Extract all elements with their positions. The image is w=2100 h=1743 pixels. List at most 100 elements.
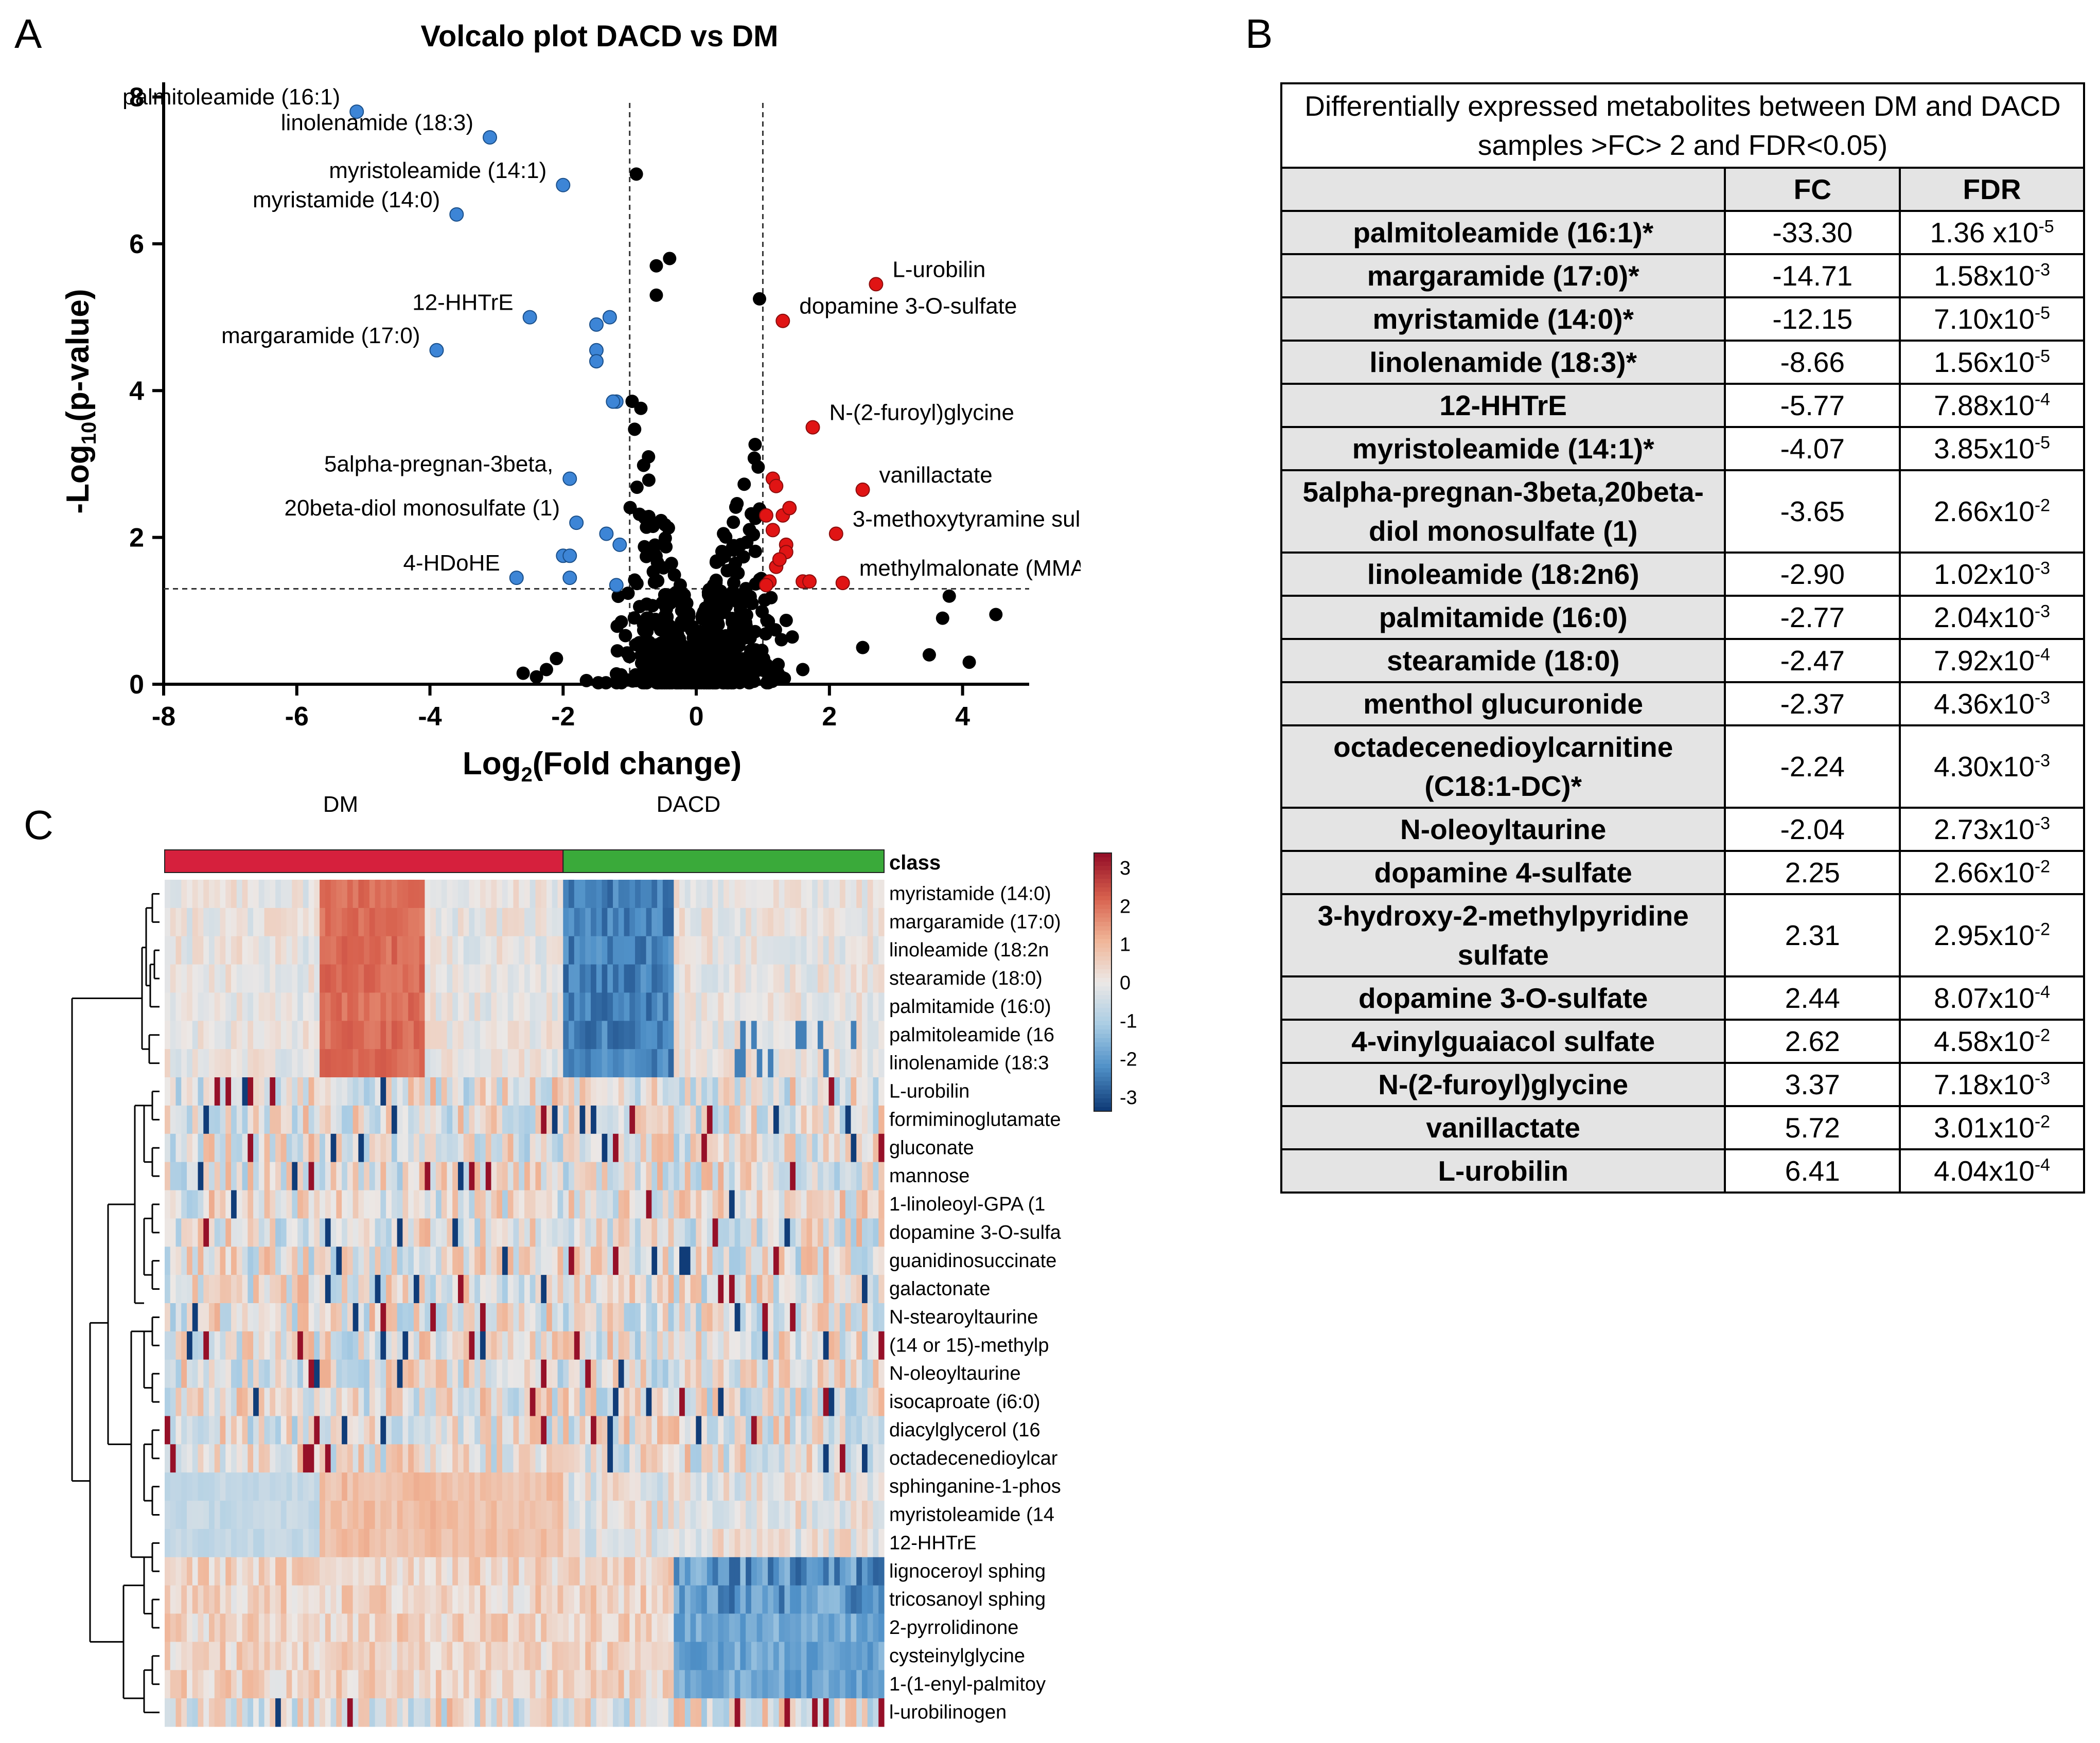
heatmap-cell bbox=[585, 936, 591, 965]
heatmap-cell bbox=[502, 1247, 508, 1275]
metabolite-name-cell: myristoleamide (14:1)* bbox=[1280, 426, 1726, 471]
heatmap-cell bbox=[286, 1190, 292, 1219]
heatmap-cell bbox=[618, 1049, 625, 1078]
heatmap-cell bbox=[751, 1472, 757, 1501]
heatmap-cell bbox=[463, 1670, 470, 1699]
heatmap-cell bbox=[773, 1472, 780, 1501]
y-tick-label: 6 bbox=[129, 229, 144, 259]
heatmap-cell bbox=[734, 1388, 740, 1417]
heatmap-cell bbox=[297, 1528, 304, 1558]
heatmap-cell bbox=[718, 1105, 724, 1134]
fold-change-cell: -2.04 bbox=[1724, 807, 1901, 852]
heatmap-cell bbox=[408, 1077, 414, 1106]
heatmap-cell bbox=[231, 1613, 237, 1642]
heatmap-cell bbox=[342, 1613, 348, 1642]
heatmap-cell bbox=[165, 1416, 171, 1445]
fdr-exponent: -2 bbox=[2034, 919, 2051, 939]
heatmap-cell bbox=[435, 1388, 442, 1417]
heatmap-cell bbox=[867, 936, 874, 965]
heatmap-cell bbox=[569, 1528, 575, 1558]
heatmap-cell bbox=[651, 936, 658, 965]
heatmap-cell bbox=[557, 936, 563, 965]
heatmap-cell bbox=[579, 908, 586, 937]
heatmap-cell bbox=[469, 1472, 475, 1501]
heatmap-cell bbox=[413, 1472, 420, 1501]
heatmap-cell bbox=[574, 1501, 580, 1529]
heatmap-cell bbox=[696, 908, 702, 937]
heatmap-cell bbox=[878, 1218, 885, 1247]
heatmap-cell bbox=[690, 1359, 696, 1389]
heatmap-cell bbox=[497, 1557, 503, 1586]
heatmap-cell bbox=[596, 1444, 603, 1473]
heatmap-cell bbox=[657, 1528, 663, 1558]
heatmap-cell bbox=[497, 1077, 503, 1106]
heatmap-cell bbox=[845, 1416, 852, 1445]
heatmap-cell bbox=[402, 992, 409, 1021]
heatmap-cell bbox=[320, 1585, 326, 1614]
heatmap-cell bbox=[457, 1388, 464, 1417]
heatmap-cell bbox=[823, 964, 830, 993]
heatmap-cell bbox=[602, 1049, 608, 1078]
heatmap-cell bbox=[198, 1416, 204, 1445]
heatmap-cell bbox=[513, 964, 519, 993]
heatmap-cell bbox=[314, 964, 320, 993]
heatmap-cell bbox=[491, 1218, 497, 1247]
heatmap-cell bbox=[175, 1642, 182, 1670]
heatmap-cell bbox=[297, 1613, 304, 1642]
heatmap-cell bbox=[618, 1021, 625, 1050]
heatmap-cell bbox=[165, 1388, 171, 1417]
heatmap-cell bbox=[696, 1105, 702, 1134]
heatmap-cell bbox=[380, 1613, 386, 1642]
heatmap-cell bbox=[270, 1585, 276, 1614]
heatmap-cell bbox=[165, 1613, 171, 1642]
data-point bbox=[633, 600, 647, 614]
heatmap-cell bbox=[485, 1218, 492, 1247]
heatmap-cell bbox=[790, 1133, 796, 1163]
heatmap-cell bbox=[828, 1698, 835, 1727]
heatmap-cell bbox=[165, 1642, 171, 1670]
heatmap-cell bbox=[391, 1416, 398, 1445]
heatmap-cell bbox=[690, 1105, 696, 1134]
heatmap-cell bbox=[746, 1049, 752, 1078]
heatmap-cell bbox=[258, 992, 265, 1021]
heatmap-cell bbox=[175, 1133, 182, 1163]
heatmap-cell bbox=[784, 936, 790, 965]
heatmap-cell bbox=[635, 1585, 641, 1614]
heatmap-cell bbox=[330, 1388, 337, 1417]
heatmap-cell bbox=[563, 992, 569, 1021]
heatmap-cell bbox=[258, 964, 265, 993]
heatmap-cell bbox=[303, 1190, 309, 1219]
heatmap-cell bbox=[690, 1613, 696, 1642]
heatmap-cell bbox=[452, 1105, 458, 1134]
heatmap-cell bbox=[375, 1501, 381, 1529]
heatmap-cell bbox=[579, 1133, 586, 1163]
heatmap-cell bbox=[624, 964, 630, 993]
table-row: 4-vinylguaiacol sulfate 2.62 4.58x10-2 bbox=[1280, 1019, 2085, 1064]
heatmap-cell bbox=[557, 1670, 563, 1699]
heatmap-cell bbox=[369, 1359, 376, 1389]
heatmap-cell bbox=[386, 1303, 392, 1332]
heatmap-cell bbox=[209, 1444, 215, 1473]
heatmap-cell bbox=[696, 1359, 702, 1389]
heatmap-cell bbox=[402, 1105, 409, 1134]
heatmap-cell bbox=[541, 1105, 547, 1134]
data-point bbox=[748, 437, 762, 451]
heatmap-cell bbox=[413, 1275, 420, 1304]
heatmap-cell bbox=[198, 992, 204, 1021]
data-point bbox=[743, 667, 756, 681]
colorbar-segment bbox=[1094, 1051, 1111, 1056]
heatmap-cell bbox=[380, 908, 386, 937]
heatmap-cell bbox=[873, 1698, 879, 1727]
heatmap-cell bbox=[358, 1444, 364, 1473]
heatmap-cell bbox=[740, 1642, 746, 1670]
heatmap-cell bbox=[358, 1218, 364, 1247]
heatmap-cell bbox=[242, 1472, 248, 1501]
heatmap-cell bbox=[535, 1021, 541, 1050]
heatmap-cell bbox=[502, 880, 508, 909]
heatmap-cell bbox=[668, 1642, 674, 1670]
heatmap-cell bbox=[408, 1557, 414, 1586]
heatmap-cell bbox=[773, 1613, 780, 1642]
heatmap-cell bbox=[413, 1077, 420, 1106]
heatmap-cell bbox=[574, 936, 580, 965]
colorbar-segment bbox=[1094, 1072, 1111, 1078]
